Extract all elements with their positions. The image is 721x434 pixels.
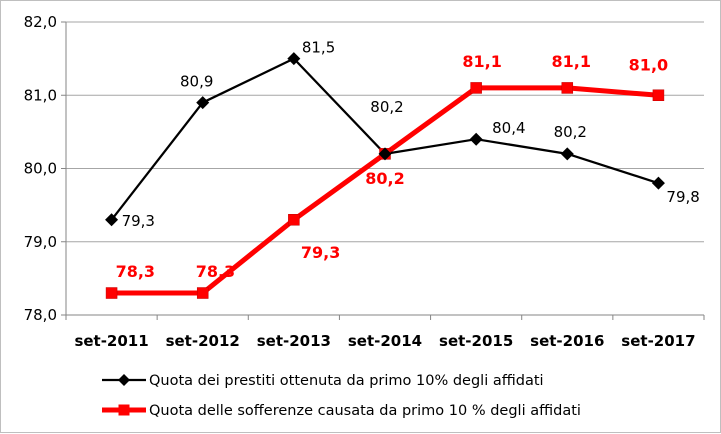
prestiti-point <box>105 213 119 227</box>
legend-label-sofferenze: Quota delle sofferenze causata da primo … <box>149 403 581 419</box>
x-tick-label: set-2012 <box>166 332 240 350</box>
prestiti-data-label: 79,8 <box>666 188 699 206</box>
sofferenze-point <box>561 82 574 94</box>
sofferenze-data-label: 79,3 <box>301 243 340 262</box>
sofferenze-series-line <box>111 85 659 296</box>
sofferenze-data-label: 81,0 <box>629 55 668 74</box>
sofferenze-point <box>470 82 482 94</box>
prestiti-point <box>560 147 574 161</box>
prestiti-point <box>469 132 483 146</box>
prestiti-point <box>196 96 210 110</box>
y-tick-label: 80,0 <box>24 160 57 178</box>
sofferenze-point <box>652 89 665 101</box>
sofferenze-point <box>196 287 209 299</box>
x-tick-label: set-2017 <box>621 332 695 350</box>
prestiti-point <box>287 52 301 66</box>
prestiti-data-label: 79,3 <box>122 212 155 230</box>
prestiti-data-label: 80,2 <box>554 123 587 141</box>
prestiti-data-label: 80,4 <box>492 119 525 137</box>
x-tick-label: set-2014 <box>348 332 422 350</box>
y-tick-label: 81,0 <box>24 86 57 104</box>
prestiti-point <box>378 147 392 161</box>
y-tick-label: 78,0 <box>24 306 57 324</box>
sofferenze-data-label: 78,3 <box>116 262 155 281</box>
y-tick-label: 79,0 <box>24 233 57 251</box>
prestiti-data-label: 80,9 <box>180 73 213 91</box>
x-tick-label: set-2016 <box>530 332 604 350</box>
prestiti-data-label: 81,5 <box>302 39 335 57</box>
x-tick-label: set-2013 <box>257 332 331 350</box>
sofferenze-data-label: 80,2 <box>365 169 404 188</box>
legend-marker-prestiti <box>118 374 130 386</box>
sofferenze-data-label: 81,1 <box>462 52 501 71</box>
y-tick-label: 82,0 <box>24 13 57 31</box>
sofferenze-point <box>105 287 118 299</box>
sofferenze-data-label: 81,1 <box>552 52 591 71</box>
legend-marker-sofferenze <box>118 404 130 416</box>
prestiti-data-label: 80,2 <box>370 98 403 116</box>
sofferenze-point <box>288 214 300 226</box>
x-tick-label: set-2011 <box>74 332 148 350</box>
prestiti-point <box>651 176 665 190</box>
legend-label-prestiti: Quota dei prestiti ottenuta da primo 10%… <box>149 373 544 389</box>
sofferenze-data-label: 78,3 <box>196 262 235 281</box>
x-tick-label: set-2015 <box>439 332 513 350</box>
